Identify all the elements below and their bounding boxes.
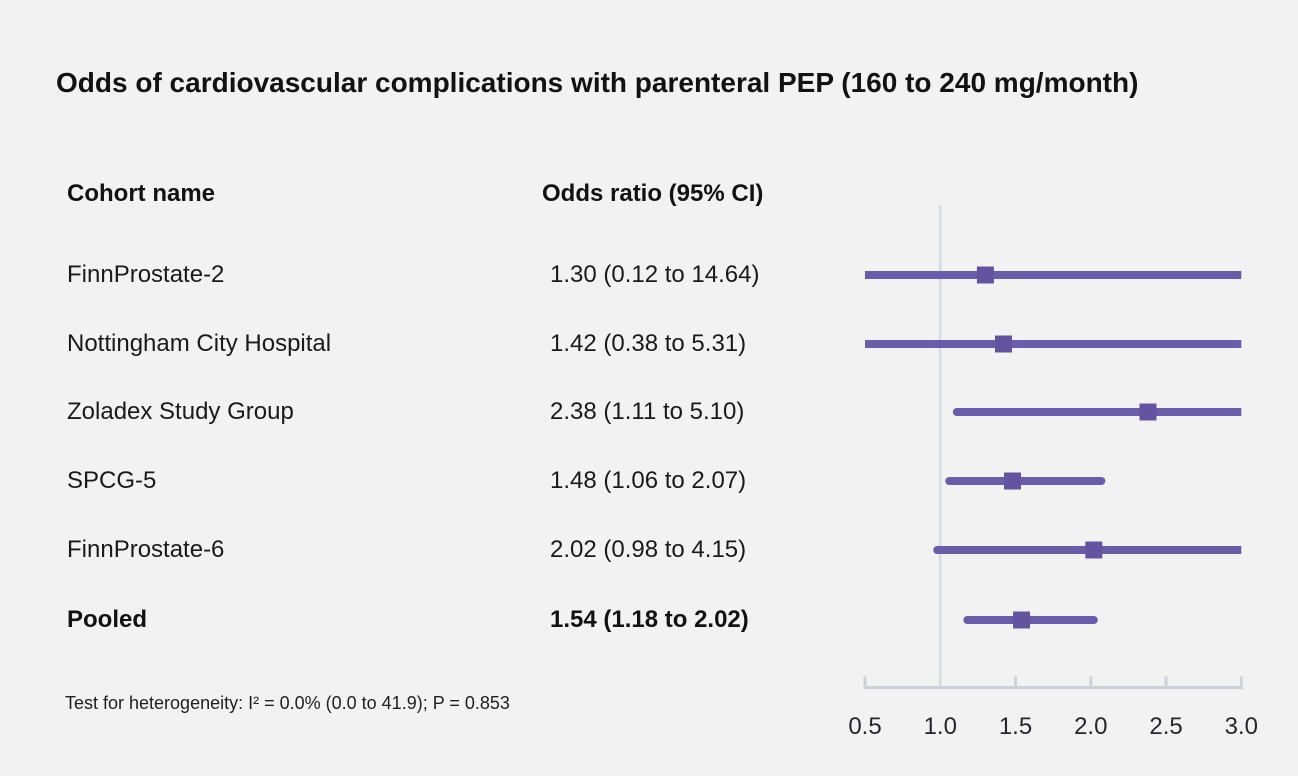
cohort-name: SPCG-5 <box>67 467 157 494</box>
heterogeneity-footnote: Test for heterogeneity: I² = 0.0% (0.0 t… <box>65 693 510 713</box>
axis-tick-label: 1.5 <box>999 713 1032 740</box>
odds-ratio-value: 2.02 (0.98 to 4.15) <box>550 536 747 563</box>
or-marker <box>994 335 1012 353</box>
odds-ratio-value: 1.48 (1.06 to 2.07) <box>550 467 747 494</box>
odds-ratio-column-header: Odds ratio (95% CI) <box>542 180 764 207</box>
odds-ratio-value: 2.38 (1.11 to 5.10) <box>550 398 745 425</box>
ci-line-end <box>933 546 942 554</box>
figure-title: Odds of cardiovascular complications wit… <box>56 67 1139 98</box>
or-marker <box>1085 541 1103 559</box>
odds-ratio-value: 1.30 (0.12 to 14.64) <box>550 261 760 288</box>
or-marker <box>1004 472 1022 490</box>
or-marker <box>976 266 994 284</box>
axis-tick-label: 0.5 <box>848 713 881 740</box>
cohort-name: Nottingham City Hospital <box>67 330 332 357</box>
ci-line-end <box>1097 477 1106 485</box>
cohort-column-header: Cohort name <box>67 180 216 207</box>
ci-line-end <box>963 616 972 624</box>
cohort-name: FinnProstate-6 <box>67 536 225 563</box>
odds-ratio-value: 1.42 (0.38 to 5.31) <box>550 330 747 357</box>
axis-tick-label: 1.0 <box>924 713 957 740</box>
axis-tick-label: 2.5 <box>1149 713 1182 740</box>
or-marker <box>1139 403 1157 421</box>
axis-tick-label: 3.0 <box>1225 713 1258 740</box>
cohort-name: Zoladex Study Group <box>67 398 294 425</box>
or-marker <box>1013 611 1031 629</box>
cohort-name: Pooled <box>67 606 148 633</box>
ci-line-end <box>945 477 954 485</box>
ci-line-end <box>952 408 961 416</box>
odds-ratio-value: 1.54 (1.18 to 2.02) <box>550 606 749 633</box>
cohort-name: FinnProstate-2 <box>67 261 225 288</box>
axis-tick-label: 2.0 <box>1074 713 1107 740</box>
ci-line-end <box>1089 616 1098 624</box>
